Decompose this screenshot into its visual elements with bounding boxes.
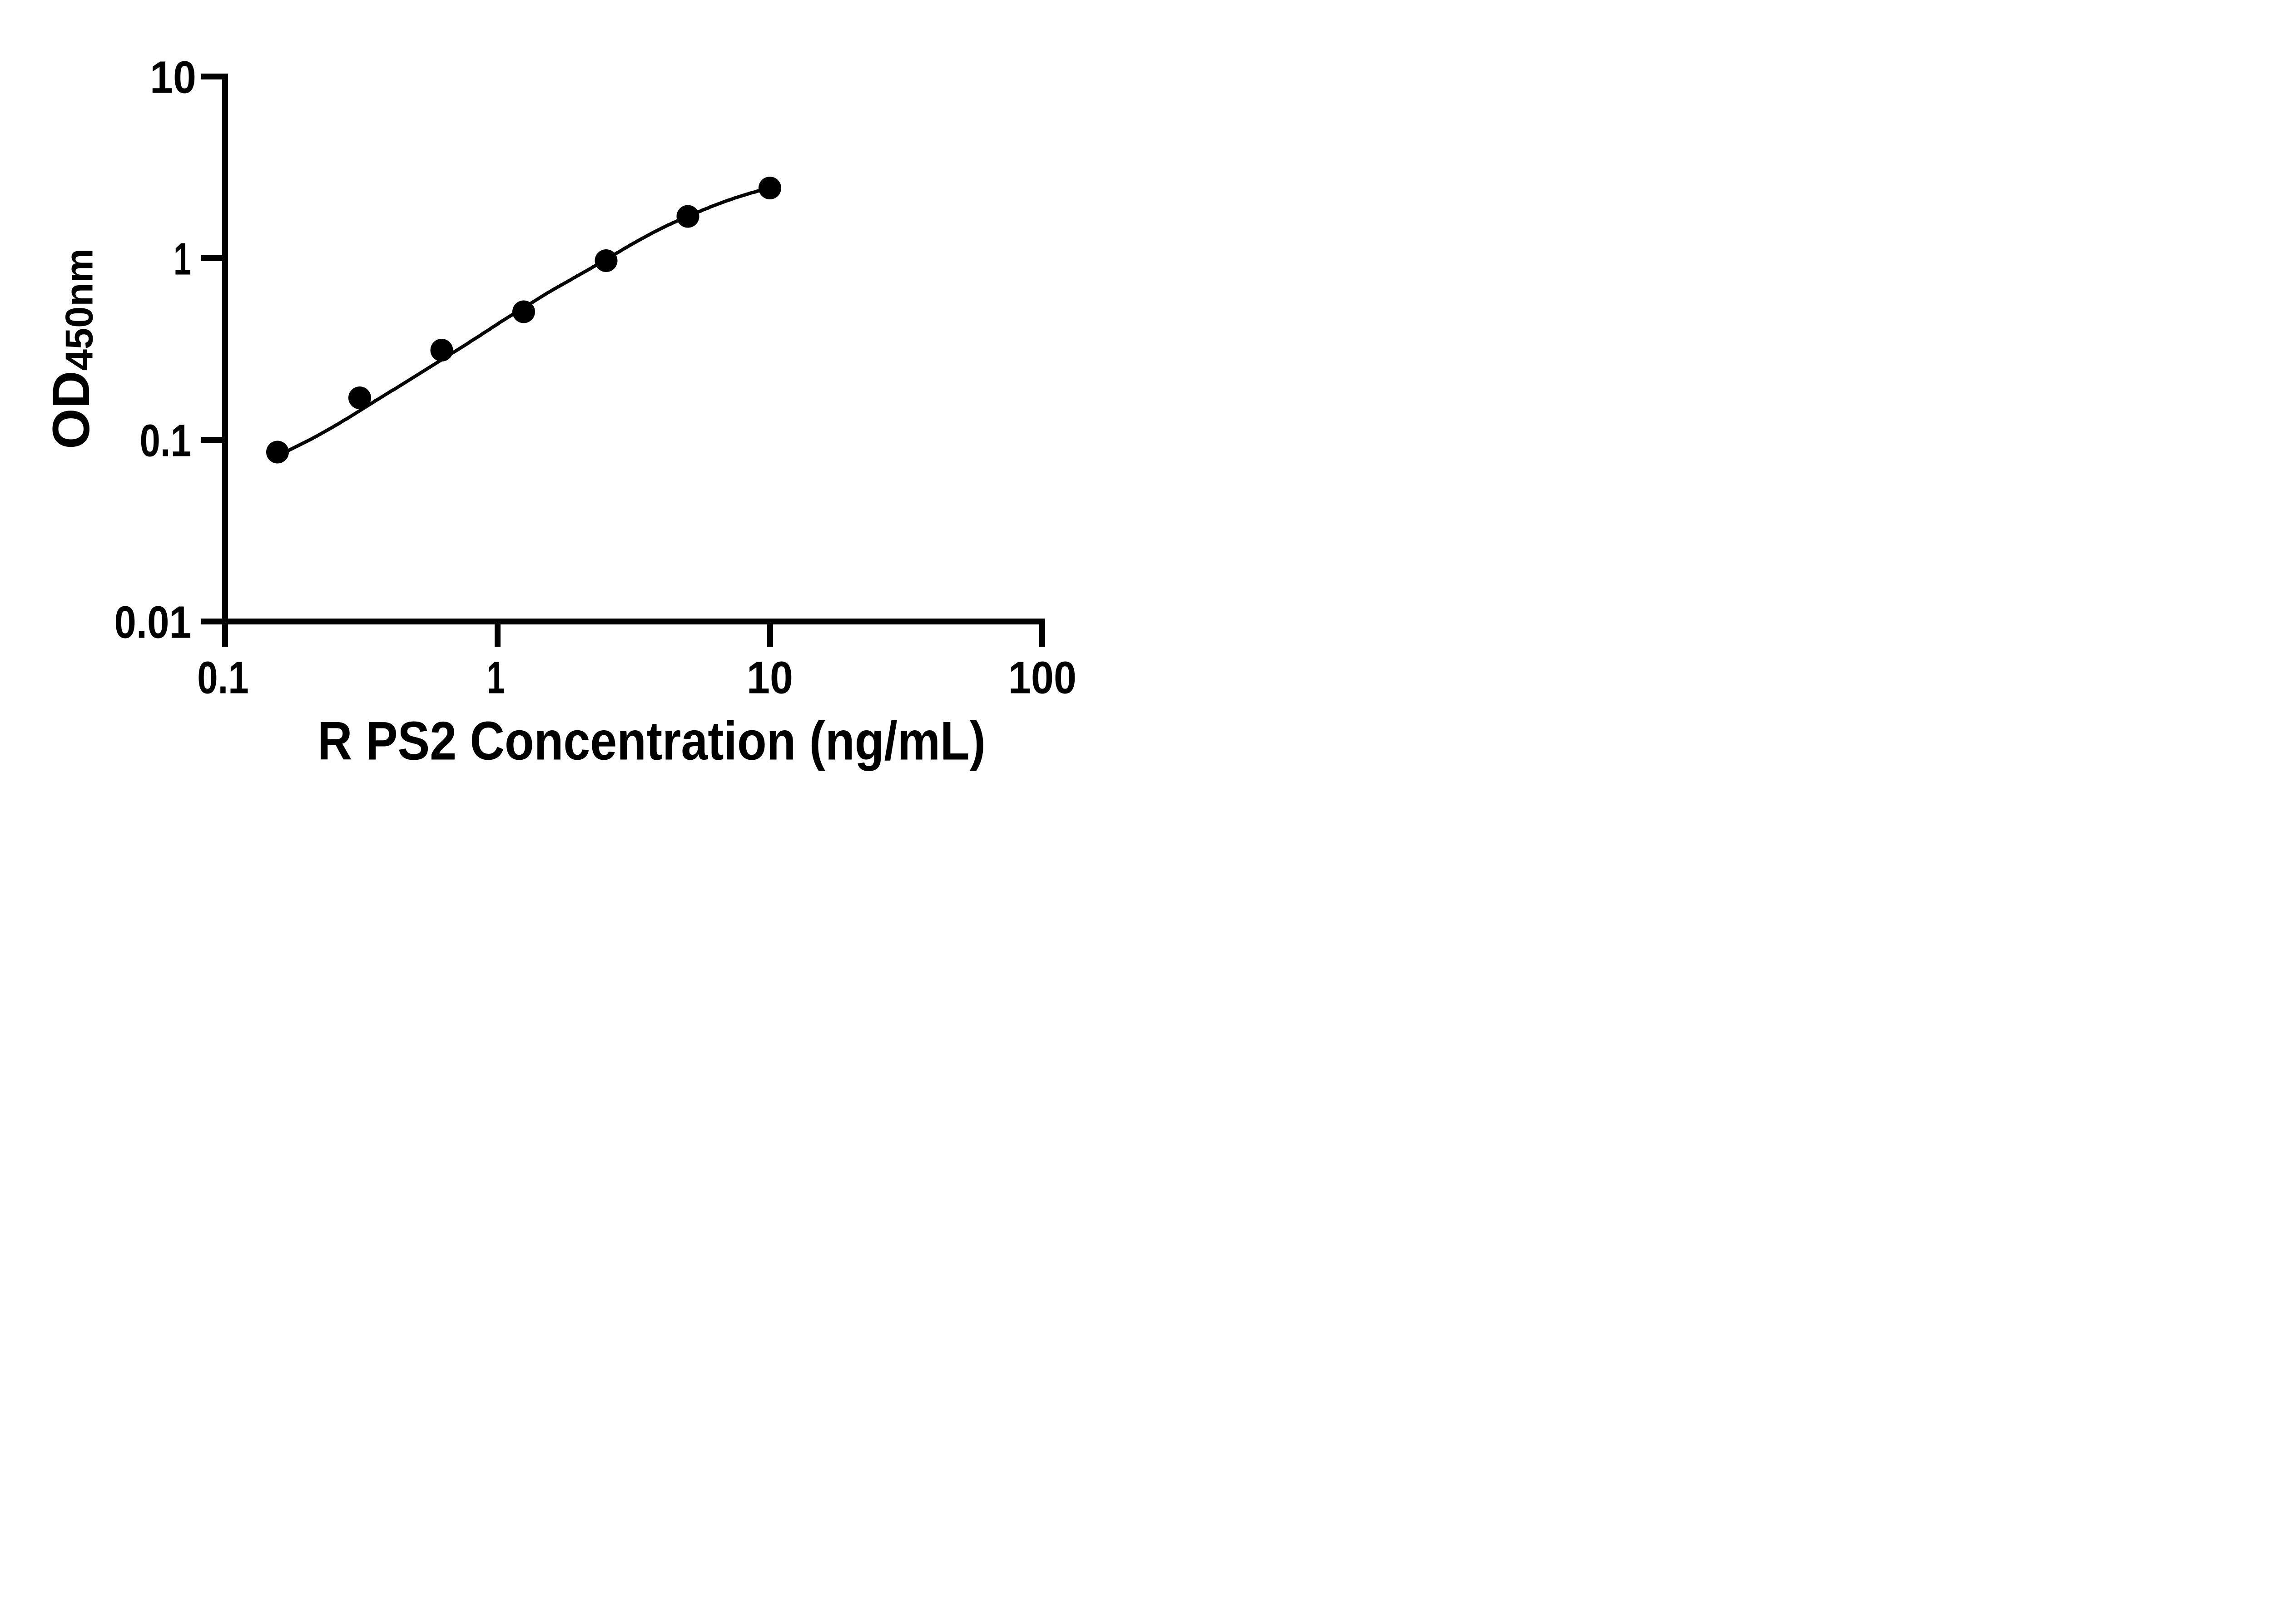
svg-text:10: 10	[747, 653, 793, 703]
svg-text:100: 100	[1008, 653, 1076, 703]
svg-text:1: 1	[487, 653, 505, 703]
svg-text:1: 1	[174, 234, 191, 285]
svg-text:0.1: 0.1	[140, 416, 192, 466]
svg-text:0.01: 0.01	[114, 597, 192, 648]
svg-text:10: 10	[150, 52, 196, 103]
svg-text:R PS2 Concentration (ng/mL): R PS2 Concentration (ng/mL)	[317, 711, 986, 772]
svg-text:0.1: 0.1	[197, 653, 249, 703]
